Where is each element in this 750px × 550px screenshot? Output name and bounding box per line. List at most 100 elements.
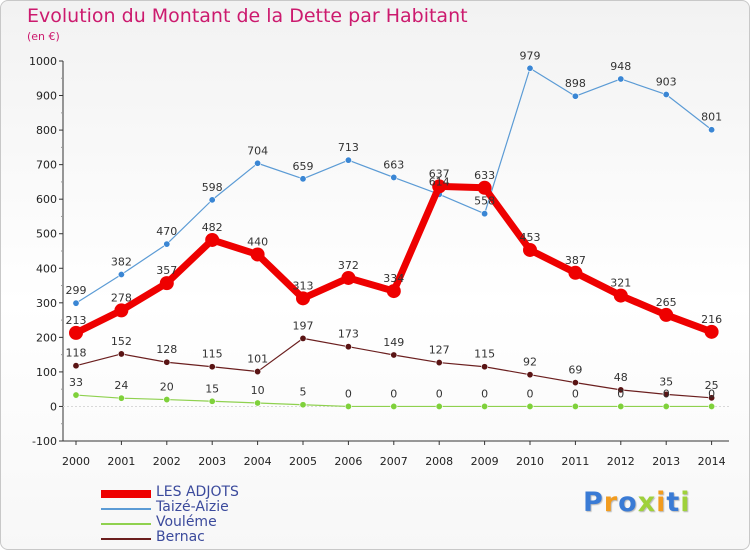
x-tick-label: 2003 [198,455,226,468]
data-label-voul-me: 0 [436,387,443,400]
y-tick-label: 700 [36,159,57,172]
legend-swatch [101,538,151,540]
data-point-taiz-aizie [481,210,489,218]
data-point-les-adjots [341,270,356,285]
data-label-taiz-aizie: 382 [111,255,132,268]
logo-letter: r [603,487,619,518]
data-point-bernac [708,394,716,402]
legend-item: LES ADJOTS [101,484,361,501]
data-label-bernac: 48 [614,371,628,384]
legend-label: Vouléme [156,514,217,530]
data-label-les-adjots: 321 [610,277,631,290]
x-tick-label: 2014 [698,455,726,468]
data-label-bernac: 35 [659,375,673,388]
legend-label: Bernac [156,529,205,545]
y-tick-label: 0 [50,400,57,413]
legend-label: Taizé-Aizie [156,499,229,515]
data-label-les-adjots: 372 [338,259,359,272]
proxiti-logo: Proxiti [583,487,691,518]
data-point-voul-me [163,396,171,404]
x-tick-label: 2001 [107,455,135,468]
data-point-voul-me [662,402,670,410]
data-label-taiz-aizie: 299 [66,284,87,297]
data-label-taiz-aizie: 801 [701,111,722,124]
x-tick-label: 2007 [380,455,408,468]
data-point-bernac [390,351,398,359]
x-tick-label: 2012 [607,455,635,468]
data-point-voul-me [208,397,216,405]
data-point-les-adjots [477,180,492,195]
data-label-taiz-aizie: 558 [474,195,495,208]
data-label-bernac: 115 [474,348,495,361]
logo-letter: i [656,487,667,518]
data-label-voul-me: 5 [300,386,307,399]
y-tick-label: 600 [36,193,57,206]
data-label-taiz-aizie: 614 [429,175,450,188]
data-point-voul-me [72,391,80,399]
data-label-les-adjots: 440 [247,235,268,248]
data-label-les-adjots: 213 [66,314,87,327]
data-label-taiz-aizie: 979 [520,49,541,62]
x-tick-label: 2010 [516,455,544,468]
data-label-bernac: 25 [705,379,719,392]
data-point-bernac [526,371,534,379]
y-tick-label: 300 [36,297,57,310]
data-point-taiz-aizie [299,175,307,183]
data-label-bernac: 173 [338,328,359,341]
data-point-voul-me [708,402,716,410]
data-point-voul-me [526,402,534,410]
data-point-taiz-aizie [72,299,80,307]
data-label-bernac: 92 [523,356,537,369]
data-label-voul-me: 0 [345,387,352,400]
data-point-bernac [299,334,307,342]
data-point-les-adjots [523,242,537,257]
data-label-bernac: 152 [111,335,132,348]
data-point-voul-me [390,402,398,410]
x-tick-label: 2009 [471,455,499,468]
data-label-voul-me: 20 [160,381,174,394]
legend-label: LES ADJOTS [156,484,239,500]
legend-item: Taizé-Aizie [101,499,361,516]
data-point-voul-me [117,394,125,402]
data-point-taiz-aizie [617,75,625,83]
data-label-les-adjots: 313 [293,279,314,292]
data-point-taiz-aizie [208,196,216,204]
legend-swatch [101,523,151,525]
data-point-voul-me [435,402,443,410]
logo-letter: x [637,487,657,518]
data-label-voul-me: 10 [251,384,265,397]
data-label-les-adjots: 453 [520,231,541,244]
data-point-voul-me [481,402,489,410]
logo-letter: P [583,487,604,518]
data-point-les-adjots [69,325,83,340]
data-point-bernac [571,379,579,387]
x-tick-label: 2004 [244,455,272,468]
data-label-les-adjots: 387 [565,254,586,267]
data-point-taiz-aizie [344,156,352,164]
data-point-bernac [72,362,80,370]
legend-item: Vouléme [101,514,361,531]
y-tick-label: 500 [36,228,57,241]
data-point-voul-me [617,402,625,410]
data-point-bernac [481,363,489,371]
data-point-voul-me [571,402,579,410]
x-tick-label: 2013 [652,455,680,468]
x-tick-label: 2002 [153,455,181,468]
x-tick-label: 2008 [425,455,453,468]
legend-item: Bernac [101,529,361,546]
data-point-bernac [208,363,216,371]
data-label-voul-me: 0 [481,387,488,400]
data-point-les-adjots [659,307,674,322]
data-label-taiz-aizie: 704 [247,144,268,157]
data-point-voul-me [254,399,262,407]
data-label-bernac: 69 [568,364,582,377]
legend-swatch [101,508,151,510]
data-label-bernac: 149 [383,336,404,349]
data-point-bernac [254,368,262,376]
data-label-bernac: 197 [293,319,314,332]
data-label-taiz-aizie: 659 [293,160,314,173]
logo-letter: t [666,487,681,518]
data-label-bernac: 115 [202,348,223,361]
data-point-taiz-aizie [390,173,398,181]
